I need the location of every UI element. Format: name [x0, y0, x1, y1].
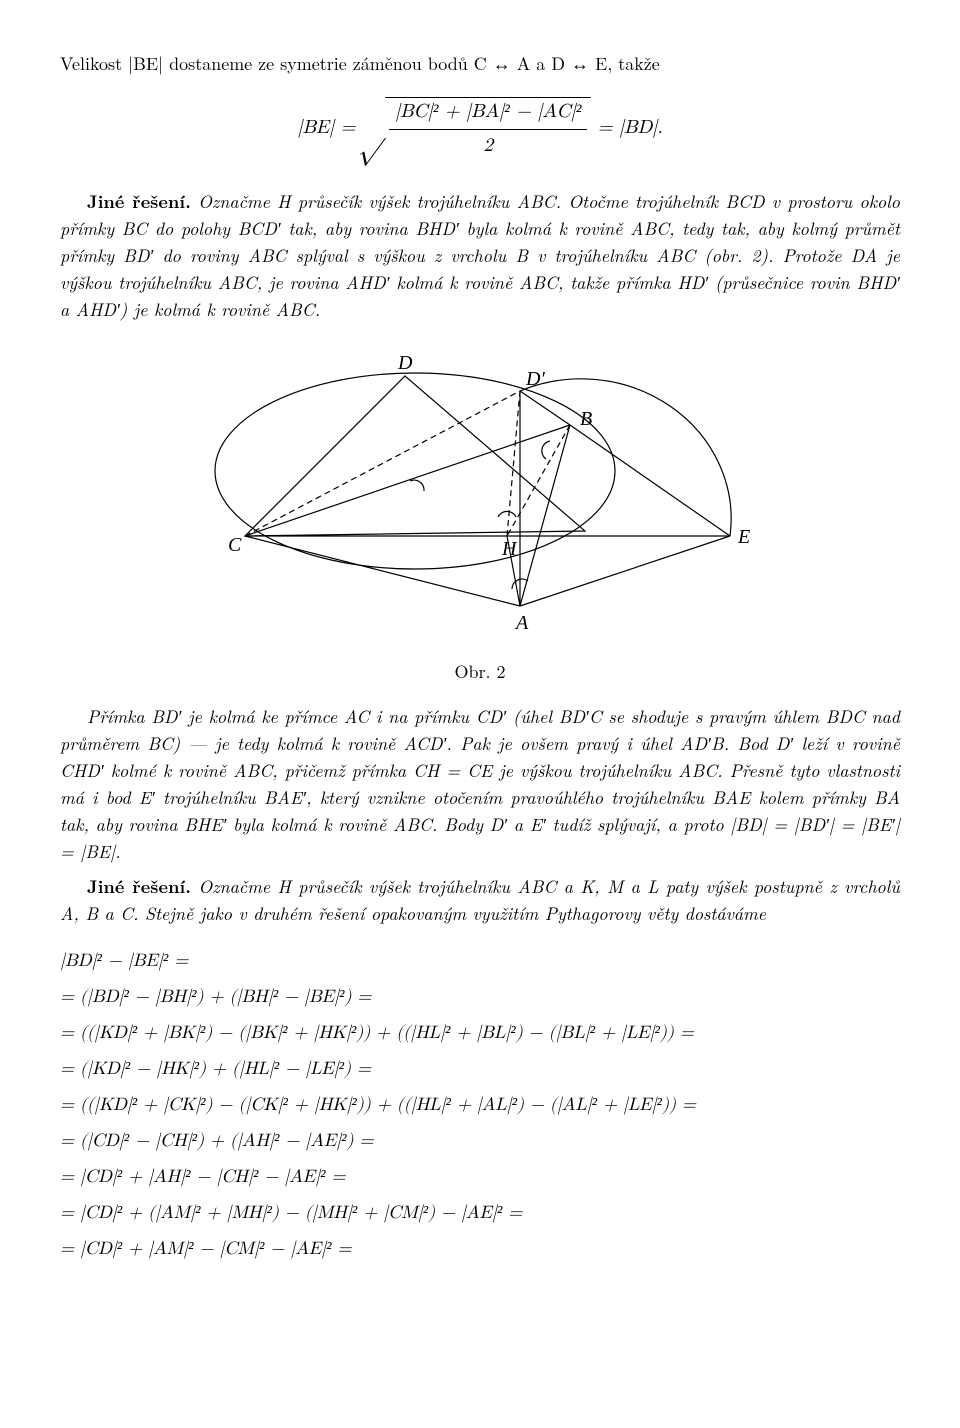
figure-caption: Obr. 2 [60, 658, 900, 685]
label-A: A [514, 612, 529, 634]
fraction-numerator: |BC|² + |BA|² − |AC|² [389, 98, 587, 130]
solution-2-paragraph: Jiné řešení. Označme H průsečík výšek tr… [60, 188, 900, 323]
fraction-denominator: 2 [389, 130, 587, 161]
eq-rhs: = |BD|. [598, 118, 663, 137]
radical-content: |BC|² + |BA|² − |AC|² 2 [385, 97, 591, 162]
label-C: C [228, 534, 242, 556]
paragraph-3: Přímka BD′ je kolmá ke přímce AC i na př… [60, 703, 900, 865]
label-H: H [501, 538, 518, 560]
label-B: B [580, 408, 592, 430]
eq-line-4: = ((|KD|² + |CK|²) − (|CK|² + |HK|²)) + … [60, 1087, 900, 1123]
eq-line-1: = (|BD|² − |BH|²) + (|BH|² − |BE|²) = [60, 979, 900, 1015]
display-equation: |BE| = √ |BC|² + |BA|² − |AC|² 2 = |BD|. [60, 97, 900, 162]
eq-line-0: |BD|² − |BE|² = [60, 943, 900, 979]
intro-paragraph: Velikost |BE| dostaneme ze symetrie zámě… [60, 50, 900, 77]
eq-line-5: = (|CD|² − |CH|²) + (|AH|² − |AE|²) = [60, 1123, 900, 1159]
eq-line-6: = |CD|² + |AH|² − |CH|² − |AE|² = [60, 1159, 900, 1195]
radical-symbol: √ [362, 117, 385, 145]
label-D: D [397, 352, 413, 374]
eq-line-7: = |CD|² + (|AM|² + |MH|²) − (|MH|² + |CM… [60, 1195, 900, 1231]
solution-3-paragraph: Jiné řešení. Označme H průsečík výšek tr… [60, 873, 900, 927]
equation-block: |BD|² − |BE|² = = (|BD|² − |BH|²) + (|BH… [60, 943, 900, 1267]
eq-line-8: = |CD|² + |AM|² − |CM|² − |AE|² = [60, 1231, 900, 1267]
geometry-diagram: D D′ B C H A E [200, 341, 760, 641]
label-D-prime: D′ [525, 368, 545, 390]
label-E: E [737, 526, 750, 548]
solution-3-label: Jiné řešení. [87, 874, 191, 899]
figure-2: D D′ B C H A E [60, 341, 900, 648]
eq-line-3: = (|KD|² − |HK|²) + (|HL|² − |LE|²) = [60, 1051, 900, 1087]
fraction: |BC|² + |BA|² − |AC|² 2 [389, 98, 587, 160]
solution-2-label: Jiné řešení. [87, 189, 191, 214]
eq-line-2: = ((|KD|² + |BK|²) − (|BK|² + |HK|²)) + … [60, 1015, 900, 1051]
eq-lhs: |BE| = [297, 118, 361, 137]
